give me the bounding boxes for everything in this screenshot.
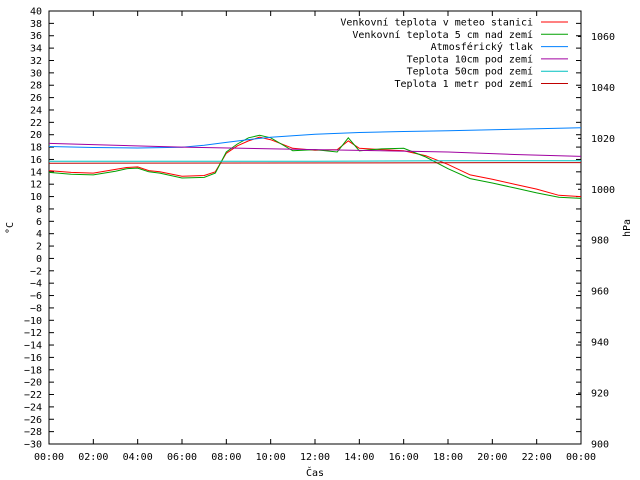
- y-tick-label: 10: [30, 192, 42, 203]
- y-tick-label: −2: [30, 266, 42, 277]
- x-tick-label: 18:00: [433, 452, 463, 463]
- y-tick-label: 4: [36, 229, 42, 240]
- x-tick-label: 00:00: [34, 452, 64, 463]
- y-tick-label: 32: [30, 56, 42, 67]
- legend-label: Teplota 50cm pod zemí: [407, 66, 533, 78]
- y-tick-label: 12: [30, 180, 42, 191]
- x-tick-label: 20:00: [477, 452, 507, 463]
- y-tick-label: −12: [24, 328, 42, 339]
- y-tick-label: 28: [30, 81, 42, 92]
- y2-tick-label: 1060: [591, 32, 615, 43]
- x-tick-label: 22:00: [522, 452, 552, 463]
- x-tick-label: 10:00: [256, 452, 286, 463]
- y-tick-label: −18: [24, 365, 42, 376]
- legend-label: Venkovní teplota 5 cm nad zemí: [352, 29, 533, 41]
- y-tick-label: −4: [30, 279, 42, 290]
- y-tick-label: −26: [24, 415, 42, 426]
- series-line-5: [49, 160, 581, 162]
- series-line-3: [48, 127, 582, 149]
- y-tick-label: 18: [30, 143, 42, 154]
- legend-label: Venkovní teplota v meteo stanici: [340, 17, 533, 29]
- y-tick-label: 6: [36, 217, 42, 228]
- x-tick-label: 12:00: [300, 452, 330, 463]
- y2-tick-label: 960: [591, 287, 609, 298]
- x-tick-label: 00:00: [566, 452, 596, 463]
- series-line-2: [48, 134, 582, 199]
- y-tick-label: −6: [30, 291, 42, 302]
- y-tick-label: 30: [30, 68, 42, 79]
- series-lines: [48, 127, 582, 199]
- y-tick-label: −30: [24, 440, 42, 451]
- legend-label: Teplota 10cm pod zemí: [407, 53, 533, 65]
- y-tick-label: −22: [24, 390, 42, 401]
- y-tick-label: 34: [30, 44, 42, 55]
- y-axis-label: °C: [5, 222, 16, 234]
- y-tick-label: 20: [30, 130, 42, 141]
- legend-label: Atmosférický tlak: [431, 41, 533, 53]
- x-tick-label: 02:00: [78, 452, 108, 463]
- series-line-4: [48, 142, 582, 157]
- y-tick-label: 22: [30, 118, 42, 129]
- y2-axis-label: hPa: [622, 219, 633, 237]
- y2-tick-label: 900: [591, 440, 609, 451]
- y-tick-label: 24: [30, 105, 42, 116]
- x-tick-label: 08:00: [211, 452, 241, 463]
- y-tick-label: 8: [36, 204, 42, 215]
- x-tick-label: 06:00: [167, 452, 197, 463]
- y-tick-label: −16: [24, 353, 42, 364]
- x-axis-ticks: 00:00 02:00 04:00 06:00 08:00 10:00 12:00 14:00…: [34, 11, 596, 463]
- y-tick-label: 2: [36, 242, 42, 253]
- y2-tick-label: 920: [591, 389, 609, 400]
- y-tick-label: −24: [24, 402, 42, 413]
- y2-tick-label: 1040: [591, 83, 615, 94]
- y-tick-label: −8: [30, 303, 42, 314]
- y2-tick-label: 980: [591, 236, 609, 247]
- y-tick-label: −10: [24, 316, 42, 327]
- left-axis-ticks: 4038363432302826242220181614121086420−2−…: [24, 7, 581, 451]
- y-tick-label: −20: [24, 378, 42, 389]
- x-axis-label: Čas: [306, 466, 324, 479]
- x-tick-label: 16:00: [389, 452, 419, 463]
- y-tick-label: 38: [30, 19, 42, 30]
- y-tick-label: 36: [30, 31, 42, 42]
- x-tick-label: 14:00: [344, 452, 374, 463]
- y-tick-label: 40: [30, 7, 42, 18]
- y-tick-label: 14: [30, 167, 42, 178]
- y-tick-label: 16: [30, 155, 42, 166]
- x-tick-label: 04:00: [123, 452, 153, 463]
- y2-tick-label: 1000: [591, 185, 615, 196]
- right-axis-ticks: 1060 1040 1020 1000 980 960 940 920 900: [578, 32, 615, 451]
- y-tick-label: −28: [24, 427, 42, 438]
- y-tick-label: −14: [24, 341, 42, 352]
- y-tick-label: 0: [36, 254, 42, 265]
- y2-tick-label: 940: [591, 338, 609, 349]
- series-line-6: [48, 162, 582, 164]
- legend-label: Teplota 1 metr pod zemí: [395, 78, 533, 90]
- y-tick-label: 26: [30, 93, 42, 104]
- series-line-1: [48, 136, 582, 198]
- legend: Venkovní teplota v meteo staniciVenkovní…: [340, 17, 568, 90]
- y2-tick-label: 1020: [591, 134, 615, 145]
